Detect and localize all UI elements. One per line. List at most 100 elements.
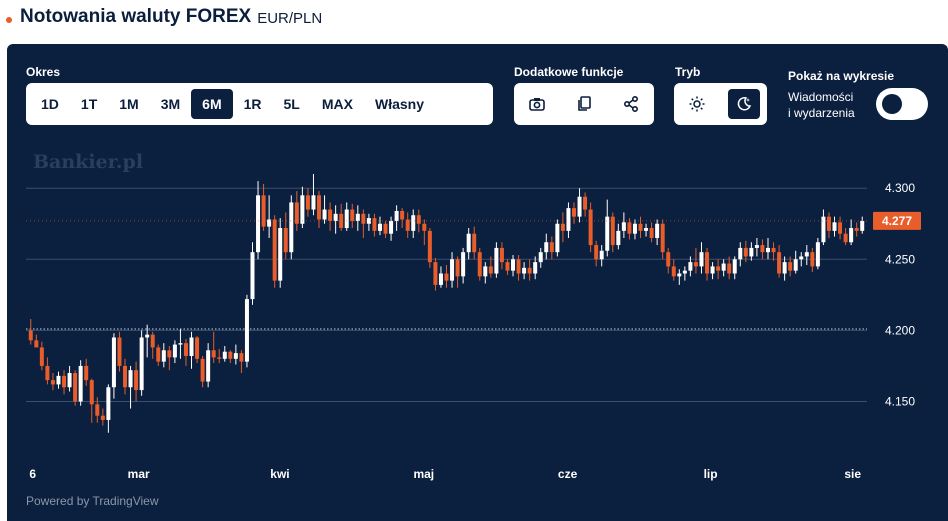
candle-body [727, 263, 732, 274]
candle-body [300, 195, 305, 224]
moon-icon[interactable] [727, 89, 760, 119]
candle-body [333, 213, 338, 221]
candle-body [571, 208, 576, 217]
candle-body [782, 262, 787, 274]
candle-body [339, 213, 344, 229]
candle-body [499, 247, 504, 263]
candle-body [344, 209, 349, 229]
period-label: Okres [26, 65, 61, 79]
candle-body [483, 266, 488, 277]
candle-body [256, 195, 261, 253]
candle-body [849, 228, 854, 243]
candle-body [555, 223, 560, 253]
watermark: Bankier.pl [33, 151, 144, 173]
candle-body [594, 245, 599, 260]
powered-by[interactable]: Powered by TradingView [26, 494, 159, 508]
candle-body [577, 196, 582, 217]
candle-body [50, 380, 55, 385]
chart-panel: Okres 1D 1T 1M 3M 6M 1R 5L MAX Własny Dodatkowe … [7, 44, 948, 521]
last-price-badge [873, 211, 921, 230]
candlestick-chart: 4.150 4.200 4.250 4.300 4.277 6 mar kwi maj cze li… [26, 174, 921, 481]
candle-body [743, 247, 748, 257]
candle-body [732, 259, 737, 274]
period-button-3m[interactable]: 3M [160, 96, 181, 112]
camera-icon[interactable] [521, 89, 553, 119]
candle-body [444, 273, 449, 281]
candle-body [826, 216, 831, 231]
page-title: Notowania waluty FOREX [20, 6, 252, 27]
candle-body [738, 247, 743, 260]
candle-body [89, 380, 94, 405]
candle-body [838, 222, 843, 234]
candle-body [682, 270, 687, 274]
candle-body [67, 373, 72, 388]
candle-body [294, 202, 299, 224]
candle-body [56, 375, 61, 385]
candle-body [860, 220, 865, 231]
candle-body [804, 252, 809, 257]
period-button-1r[interactable]: 1R [243, 96, 262, 112]
candle-body [244, 299, 249, 362]
candle-body [183, 343, 188, 356]
candle-body [671, 266, 676, 277]
candle-body [638, 223, 643, 231]
period-button-6m[interactable]: 6M [191, 89, 233, 119]
x-tick-label: 6 [29, 467, 36, 481]
candle-body [472, 233, 477, 253]
events-toggle[interactable] [876, 88, 928, 120]
candle-body [793, 259, 798, 271]
candle-body [655, 223, 660, 238]
sun-icon[interactable] [681, 89, 713, 119]
x-tick-label: mar [128, 467, 150, 481]
x-tick-label: lip [704, 467, 718, 481]
period-button-1m[interactable]: 1M [119, 96, 139, 112]
period-button-1d[interactable]: 1D [41, 96, 59, 112]
candle-body [450, 259, 455, 281]
copy-icon[interactable] [568, 89, 600, 119]
candle-body [78, 365, 83, 402]
candle-body [206, 350, 211, 382]
candle-body [621, 222, 626, 231]
candle-body [799, 256, 804, 260]
candle-body [178, 343, 183, 345]
candle-body [427, 230, 432, 263]
bullet-icon [6, 17, 12, 23]
x-tick-label: sie [844, 467, 861, 481]
candle-body [311, 195, 316, 210]
candle-body [416, 215, 421, 224]
candle-body [45, 365, 50, 381]
candle-body [771, 247, 776, 253]
period-button-max[interactable]: MAX [321, 96, 353, 112]
candle-body [677, 273, 682, 277]
candle-body [821, 216, 826, 243]
candle-body [688, 262, 693, 271]
candle-body [377, 223, 382, 231]
share-icon[interactable] [615, 89, 647, 119]
candle-body [117, 337, 122, 366]
candle-body [28, 330, 33, 341]
candle-body [189, 337, 194, 356]
show-on-chart-label: Pokaż na wykresie [788, 69, 895, 83]
period-button-własny[interactable]: Własny [374, 96, 424, 112]
candle-body [106, 387, 111, 420]
candle-body [123, 365, 128, 388]
candle-body [361, 213, 366, 224]
candle-body [610, 216, 615, 246]
candle-body [549, 242, 554, 253]
candle-body [39, 347, 44, 366]
period-button-5l[interactable]: 5L [283, 96, 300, 112]
candle-body [777, 252, 782, 274]
candle-body [533, 262, 538, 274]
candle-body [328, 209, 333, 221]
period-button-1t[interactable]: 1T [80, 96, 98, 112]
candle-body [389, 220, 394, 234]
candle-body [522, 267, 527, 274]
mode-group [674, 83, 767, 125]
candle-body [145, 334, 150, 338]
candle-body [355, 213, 360, 221]
candle-body [721, 263, 726, 271]
candle-body [477, 252, 482, 277]
candle-body [605, 216, 610, 251]
candle-body [289, 202, 294, 253]
candle-body [211, 350, 216, 358]
